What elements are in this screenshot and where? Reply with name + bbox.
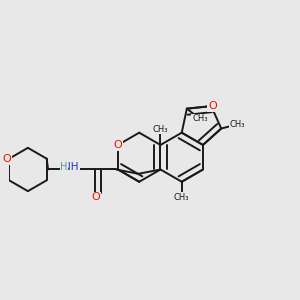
Text: O: O xyxy=(208,101,217,111)
Text: O: O xyxy=(114,140,122,150)
Text: CH₃: CH₃ xyxy=(192,114,208,123)
Text: CH₃: CH₃ xyxy=(153,124,168,134)
Text: CH₃: CH₃ xyxy=(174,193,190,202)
Text: H: H xyxy=(60,162,68,172)
Text: NH: NH xyxy=(63,162,79,172)
Text: O: O xyxy=(2,154,11,164)
Text: CH₃: CH₃ xyxy=(230,120,245,129)
Text: O: O xyxy=(91,193,100,202)
